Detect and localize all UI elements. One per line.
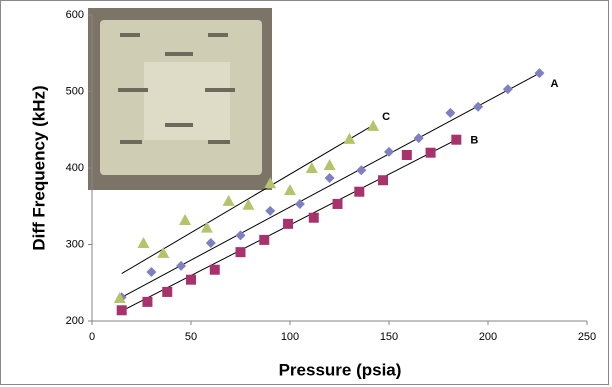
data-point [113, 292, 126, 304]
data-point [200, 221, 213, 233]
y-tick-label: 500 [66, 85, 84, 97]
data-point [235, 230, 246, 241]
data-point [205, 237, 216, 248]
data-point [116, 305, 127, 316]
data-point [308, 212, 319, 223]
data-point [413, 133, 424, 144]
series-label: A [550, 78, 558, 90]
data-point [222, 194, 235, 206]
data-point [179, 214, 192, 226]
x-tick-label: 200 [479, 331, 497, 343]
data-point [356, 165, 367, 176]
y-tick-label: 400 [66, 162, 84, 174]
data-point [343, 132, 356, 144]
data-point [294, 198, 305, 209]
data-point [242, 198, 255, 210]
data-point [502, 84, 513, 95]
data-point [186, 274, 196, 285]
x-tick-label: 0 [89, 331, 95, 343]
data-point [235, 247, 246, 258]
y-tick-label: 600 [66, 9, 84, 21]
data-point [142, 296, 153, 307]
data-point [367, 119, 380, 131]
y-axis-title: Diff Frequency (kHz) [29, 85, 48, 250]
y-tick-label: 200 [66, 315, 84, 327]
series-label: B [470, 135, 478, 147]
data-point [162, 286, 173, 297]
x-tick-label: 150 [380, 331, 398, 343]
data-point [451, 134, 462, 145]
data-point [305, 162, 318, 173]
data-point [473, 101, 484, 112]
data-point [284, 184, 296, 196]
data-point [259, 234, 270, 245]
series-label: C [382, 111, 390, 123]
data-point [264, 177, 277, 189]
data-point [157, 246, 170, 258]
data-point [209, 264, 220, 275]
y-tick-label: 300 [66, 238, 84, 250]
x-tick-label: 100 [281, 331, 299, 343]
data-point [354, 186, 365, 197]
data-point [323, 158, 336, 170]
data-point [265, 205, 276, 216]
data-point [332, 198, 343, 209]
data-point [146, 267, 157, 278]
data-point [137, 236, 150, 248]
data-point [445, 107, 456, 118]
inset-photo [88, 8, 272, 190]
fit-line [121, 72, 540, 298]
data-point [401, 149, 412, 160]
data-point [176, 260, 187, 271]
data-point [534, 68, 545, 79]
data-point [384, 146, 394, 157]
data-point [283, 218, 294, 229]
data-point [324, 172, 335, 183]
data-point [425, 147, 436, 158]
x-tick-label: 250 [578, 331, 596, 343]
x-axis-title: Pressure (psia) [279, 360, 402, 379]
x-tick-label: 50 [185, 331, 197, 343]
data-point [378, 175, 389, 186]
